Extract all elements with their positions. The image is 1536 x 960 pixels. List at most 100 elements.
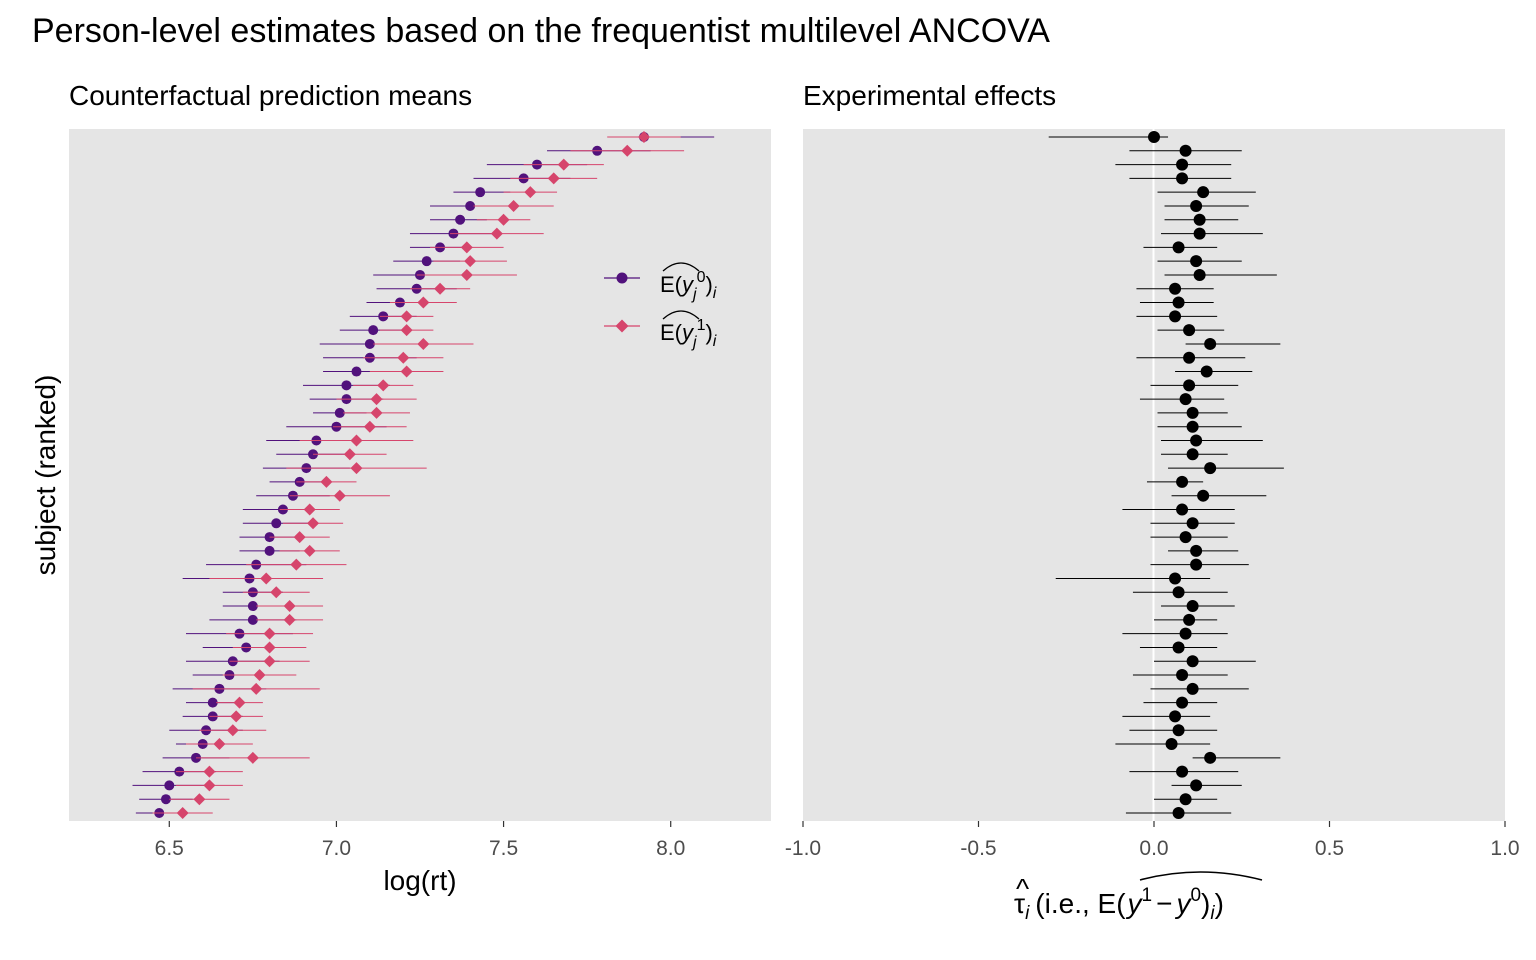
data-point-diamond <box>253 669 266 682</box>
x-axis-label-right: ^ τi (i.e., E(y1− y0)i) <box>1014 871 1263 924</box>
data-point-diamond <box>400 365 413 378</box>
legend-item-treatment: E(yj1)i <box>604 310 717 351</box>
data-point <box>1176 765 1189 778</box>
data-point <box>364 338 375 349</box>
data-point-diamond <box>333 489 346 502</box>
data-point <box>1179 393 1192 406</box>
data-point <box>1193 268 1206 281</box>
x-tick-label: 1.0 <box>1490 837 1519 860</box>
data-point <box>1186 448 1199 461</box>
panel-title-right: Experimental effects <box>803 80 1057 111</box>
data-point <box>351 366 362 377</box>
data-point <box>1172 586 1185 599</box>
legend-marker-circle <box>616 272 628 284</box>
left-x-axis: 6.5 7.0 7.5 8.0 <box>155 821 685 860</box>
x-axis-label-left: log(rt) <box>383 865 456 896</box>
data-point-diamond <box>250 682 263 695</box>
data-point <box>1204 337 1217 350</box>
data-point <box>271 518 282 529</box>
data-point-diamond <box>417 337 430 350</box>
data-point-diamond <box>176 807 189 819</box>
legend-item-control: E(yj0)i <box>604 262 717 303</box>
data-point <box>164 780 175 791</box>
data-point-diamond <box>490 227 503 240</box>
x-axis-label-right-text: τi (i.e., E(y1− y0)i) <box>1014 885 1224 924</box>
data-point <box>1176 158 1189 171</box>
x-tick-label: 6.5 <box>155 837 184 860</box>
legend-hat-arc <box>662 262 700 272</box>
data-point <box>247 614 258 625</box>
data-point <box>1165 738 1178 751</box>
data-point <box>1193 227 1206 240</box>
x-tick-label: -0.5 <box>960 837 996 860</box>
data-point-diamond <box>370 393 383 406</box>
data-point <box>1179 144 1192 157</box>
data-point <box>1176 669 1189 682</box>
data-point <box>1176 475 1189 488</box>
data-point-diamond <box>233 696 246 709</box>
data-point <box>1183 613 1196 626</box>
data-point-diamond <box>400 310 413 323</box>
data-point <box>1172 296 1185 309</box>
data-point-diamond <box>303 544 316 557</box>
data-point <box>1176 696 1189 709</box>
data-point-diamond <box>203 765 216 778</box>
data-point <box>1204 462 1217 475</box>
x-tick-label: -1.0 <box>785 837 821 860</box>
data-point <box>1183 324 1196 337</box>
data-point-diamond <box>637 131 650 143</box>
data-point-diamond <box>460 268 473 281</box>
data-point-diamond <box>283 613 296 626</box>
panel-title-left: Counterfactual prediction means <box>69 80 473 111</box>
y-axis-label: subject (ranked) <box>30 375 61 576</box>
right-x-axis: -1.0 -0.5 0.0 0.5 1.0 <box>785 821 1520 860</box>
data-point <box>1172 807 1185 819</box>
data-point-diamond <box>213 738 226 751</box>
x-tick-label: 8.0 <box>656 837 685 860</box>
data-point-diamond <box>270 586 283 599</box>
data-point-diamond <box>397 351 410 364</box>
data-point <box>207 697 218 708</box>
data-point-diamond <box>370 406 383 419</box>
data-point <box>1176 172 1189 185</box>
data-point-diamond <box>203 779 216 792</box>
data-point-diamond <box>497 213 510 226</box>
data-point-diamond <box>434 282 447 295</box>
data-point-diamond <box>363 420 376 433</box>
data-point <box>1148 131 1160 143</box>
data-point-diamond <box>283 600 296 613</box>
data-point <box>1186 517 1199 530</box>
data-point-diamond <box>293 531 306 544</box>
data-point <box>1186 406 1199 419</box>
data-point <box>1197 186 1210 199</box>
data-point <box>1190 779 1203 792</box>
data-point-diamond <box>193 793 206 806</box>
data-point <box>1190 255 1203 268</box>
data-point-diamond <box>547 172 560 185</box>
data-point-diamond <box>263 641 276 654</box>
data-point <box>247 601 258 612</box>
data-point-diamond <box>260 572 273 585</box>
data-point-diamond <box>417 296 430 309</box>
hat-arc-expectation <box>1139 871 1263 881</box>
data-point-diamond <box>400 324 413 337</box>
data-point-diamond <box>307 517 320 530</box>
data-point <box>1172 241 1185 254</box>
data-point <box>1169 282 1182 295</box>
hat-glyph-tau: ^ <box>1016 873 1029 904</box>
data-point <box>1183 379 1196 392</box>
data-point-diamond <box>343 448 356 461</box>
data-point <box>1190 434 1203 447</box>
data-point-diamond <box>464 255 477 268</box>
data-point <box>421 256 432 267</box>
data-point-diamond <box>460 241 473 254</box>
data-point-diamond <box>263 627 276 640</box>
data-point <box>1204 751 1217 764</box>
chart-title: Person-level estimates based on the freq… <box>32 12 1050 50</box>
data-point <box>1190 558 1203 571</box>
data-point <box>1169 710 1182 723</box>
x-tick-label: 7.0 <box>322 837 351 860</box>
data-point <box>1172 724 1185 737</box>
data-point <box>1200 365 1213 378</box>
legend-hat-arc <box>662 310 700 320</box>
